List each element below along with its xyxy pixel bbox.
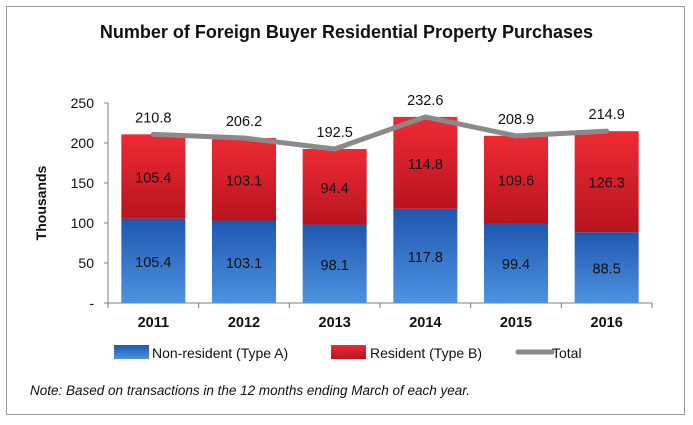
data-label-total: 232.6 [407,93,443,109]
data-label-non-resident: 88.5 [593,262,621,278]
bar-resident [393,116,458,209]
data-label-resident: 126.3 [589,176,625,192]
y-tick-label: - [89,295,94,311]
y-tick-label: 100 [71,215,95,231]
x-tick-label: 2011 [138,315,169,331]
bar-non-resident [121,218,186,303]
data-label-total: 192.5 [317,125,353,141]
bar-non-resident [574,232,639,303]
y-tick-label: 250 [71,95,95,111]
legend-label-non-resident: Non-resident (Type A) [152,345,288,361]
data-label-non-resident: 105.4 [135,255,171,271]
x-tick-label: 2015 [500,315,532,331]
data-label-resident: 114.8 [408,157,443,173]
data-label-resident: 109.6 [498,174,534,190]
data-label-total: 208.9 [498,112,534,128]
legend-swatch-non-resident [114,345,149,359]
legend-label-resident: Resident (Type B) [370,345,482,361]
data-label-total: 206.2 [226,114,262,130]
y-axis-title: Thousands [33,165,49,240]
bar-resident [574,131,639,233]
chart-title: Number of Foreign Buyer Residential Prop… [99,22,594,42]
bar-non-resident [302,224,367,303]
data-label-resident: 105.4 [135,171,171,187]
data-label-non-resident: 99.4 [502,257,530,273]
data-label-resident: 103.1 [226,173,262,189]
x-tick-label: 2016 [591,315,623,331]
bar-resident [484,135,548,224]
data-label-total: 210.8 [135,110,171,126]
x-tick-label: 2014 [409,315,441,331]
data-label-non-resident: 103.1 [226,256,262,272]
y-tick-label: 200 [71,135,95,151]
y-tick-label: 50 [78,255,94,271]
x-tick-label: 2012 [228,315,260,331]
chart-note: Note: Based on transactions in the 12 mo… [30,383,471,398]
bar-non-resident [484,223,548,303]
legend-swatch-resident [331,345,366,359]
bar-resident [121,134,186,219]
legend-label-total: Total [552,345,582,361]
x-tick-label: 2013 [319,315,351,331]
bar-non-resident [212,220,276,303]
data-label-non-resident: 98.1 [321,258,349,274]
bar-resident [212,138,276,221]
bar-resident [302,149,367,225]
data-label-total: 214.9 [589,107,625,123]
chart-plot: - 50 100 150 200 250 2011 2012 2013 2014 2015 2016 T… [33,93,653,361]
y-tick-label: 150 [71,175,95,191]
data-label-non-resident: 117.8 [408,250,443,266]
total-line [150,114,610,152]
data-label-resident: 94.4 [321,181,349,197]
bar-non-resident [393,208,458,303]
